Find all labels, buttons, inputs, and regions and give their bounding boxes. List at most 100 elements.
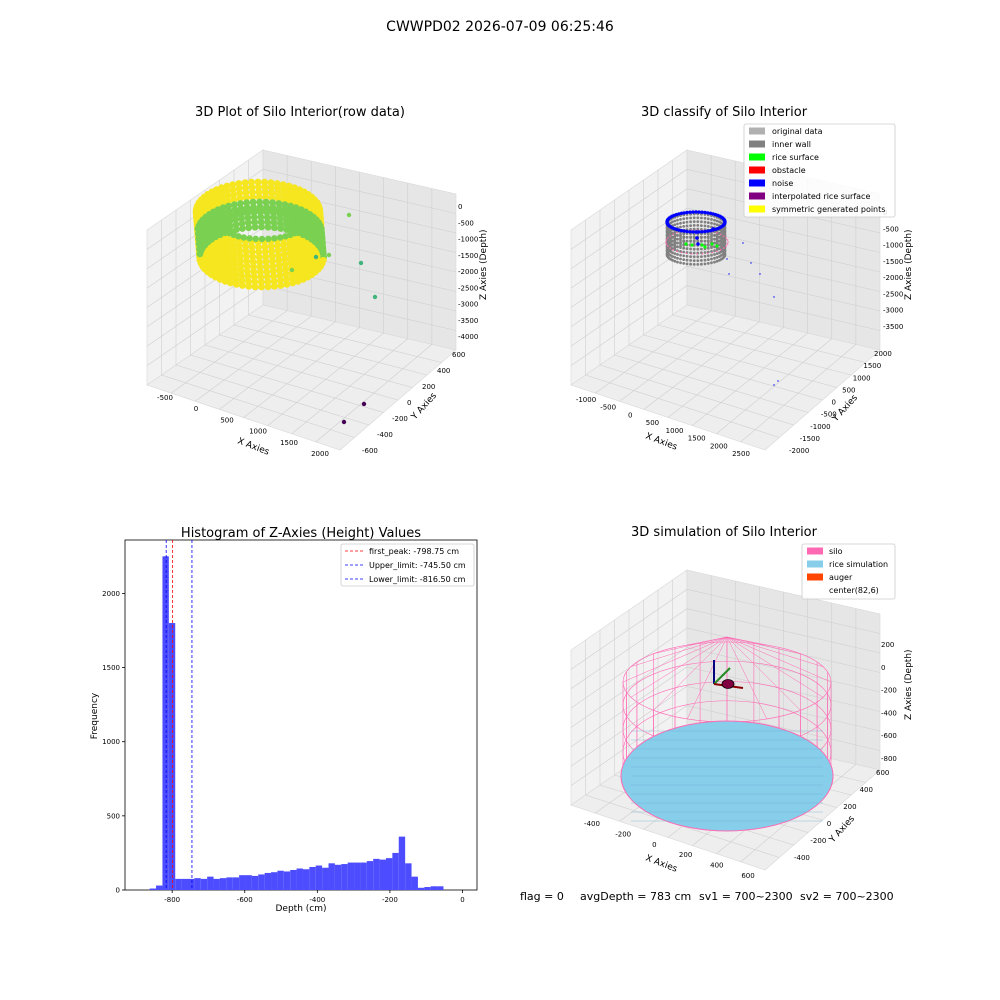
ring-point <box>225 202 233 210</box>
ring-point <box>238 215 246 222</box>
ring-point <box>244 219 252 227</box>
simulation-y-label: Y Axies <box>827 814 857 846</box>
ring-point <box>226 269 234 277</box>
wall-point <box>682 236 686 240</box>
ring-point <box>229 181 237 189</box>
x-tick-label: -200 <box>382 896 398 904</box>
ring-point <box>279 181 287 189</box>
grid-line <box>315 344 433 443</box>
tick-label: 0 <box>881 664 885 672</box>
simulation-y-ticks: 600 400 200 0 -200 -400 <box>794 769 889 862</box>
ring-point <box>251 218 259 226</box>
rice-surface-point <box>715 244 719 248</box>
ring-point <box>287 231 294 239</box>
grid-line <box>570 207 881 289</box>
ring-point <box>270 214 278 222</box>
tick-label: 600 <box>452 351 465 359</box>
ring-point <box>275 200 283 207</box>
ring-point <box>245 224 253 232</box>
wall-point <box>689 220 692 224</box>
raw-ring-points <box>192 178 327 291</box>
wall-point <box>689 235 692 239</box>
histogram-frame <box>124 539 478 891</box>
legend-label: noise <box>772 179 793 188</box>
wall-point <box>700 255 703 258</box>
wall-point <box>706 225 710 228</box>
ring-point <box>230 246 238 253</box>
grid-line <box>692 332 808 426</box>
ring-point <box>223 182 231 190</box>
noise-point <box>723 219 727 223</box>
wall-point <box>685 262 689 266</box>
ring-point <box>238 272 246 279</box>
ring-point <box>288 274 296 282</box>
histogram-bar <box>239 875 246 890</box>
tick-label: -2000 <box>789 447 809 455</box>
ring-point <box>246 235 253 242</box>
ring-point <box>277 225 285 232</box>
y-tick-label: 0 <box>116 887 120 895</box>
ring-point <box>255 243 262 251</box>
ring-point <box>293 267 301 275</box>
ring-point <box>232 276 240 283</box>
ring-point <box>262 253 270 261</box>
silo-roof-line <box>630 636 728 698</box>
legend-label: original data <box>772 127 823 136</box>
wall-point <box>700 224 703 228</box>
wall-point <box>676 253 679 256</box>
histogram-bar <box>417 887 425 890</box>
x-tick-label: -800 <box>164 896 180 904</box>
ring-point <box>292 204 300 212</box>
ring-point <box>267 179 275 187</box>
silo-roof-line <box>653 636 728 711</box>
ring-point <box>236 195 244 202</box>
subplot-histogram: Histogram of Z-Axies (Height) Values -80… <box>90 526 478 914</box>
axes-pane <box>570 304 881 451</box>
ring-point <box>251 283 259 291</box>
wall-point <box>692 255 696 259</box>
wall-point <box>706 262 710 265</box>
x-tick-label: 0 <box>460 896 464 904</box>
interp-point <box>667 245 669 247</box>
interp-point <box>676 232 678 234</box>
ring-point <box>215 211 222 219</box>
ring-point <box>268 247 276 255</box>
ring-point <box>265 235 272 242</box>
grid-line <box>248 314 442 363</box>
legend-swatch <box>807 573 823 581</box>
histogram-bar <box>430 886 438 890</box>
ring-point <box>235 210 242 217</box>
grid-line <box>570 589 881 670</box>
legend-swatch <box>749 179 765 187</box>
histogram-bar <box>290 869 297 890</box>
tick-label: 0 <box>194 405 198 413</box>
tick-label: 400 <box>437 367 450 375</box>
ring-point <box>271 282 278 290</box>
ring-point <box>282 210 289 217</box>
ring-point <box>291 184 298 192</box>
tick-label: -2000 <box>458 268 478 276</box>
ring-point <box>287 202 294 210</box>
ring-point <box>255 193 263 201</box>
ring-point <box>214 206 222 214</box>
silo-roof-line <box>726 636 824 698</box>
ring-point <box>264 223 272 231</box>
tick-label: -1000 <box>576 396 596 404</box>
simulation-title: 3D simulation of Silo Interior <box>631 525 818 540</box>
tick-label: 500 <box>220 416 233 424</box>
wall-point <box>710 237 713 240</box>
histogram-bar <box>245 875 252 890</box>
wall-point <box>682 221 686 225</box>
wall-point <box>703 235 707 239</box>
wall-point <box>710 221 713 225</box>
grid-line <box>570 666 881 748</box>
ring-point <box>293 262 301 270</box>
histogram-bar <box>347 862 355 890</box>
subplot-classify-title: 3D classify of Silo Interior <box>641 105 808 120</box>
tick-label: -200 <box>615 830 631 838</box>
histogram-bar <box>226 877 233 890</box>
subplot-simulation: 3D simulation of Silo Interior -400 -200 0… <box>570 525 914 880</box>
ring-point <box>231 201 238 209</box>
